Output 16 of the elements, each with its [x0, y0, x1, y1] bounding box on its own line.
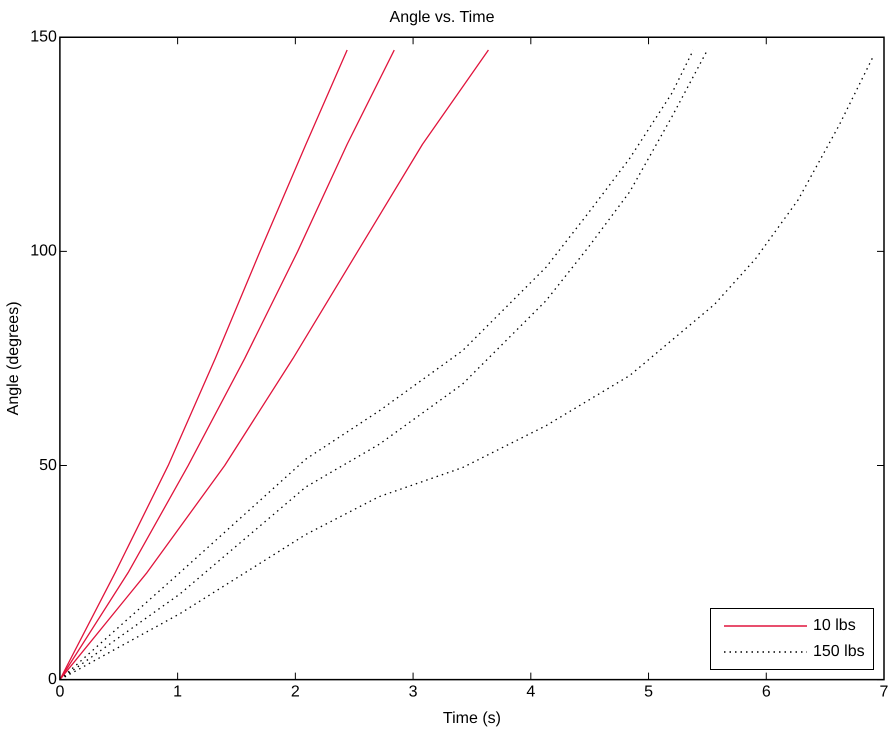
text: 150 lbs — [813, 642, 865, 661]
y-axis-title: Angle (degrees) — [5, 301, 22, 416]
x-tick-label: 6 — [762, 684, 771, 701]
x-tick-label: 5 — [644, 684, 654, 701]
text: 10 lbs — [813, 616, 856, 635]
x-tick-label: 4 — [526, 684, 536, 701]
chart-title: Angle vs. Time — [390, 9, 495, 26]
y-tick-label: 0 — [48, 671, 57, 688]
x-axis-title: Time (s) — [442, 710, 501, 727]
y-tick-label: 150 — [30, 28, 57, 46]
y-tick-label: 100 — [30, 242, 57, 260]
x-tick-label: 2 — [290, 684, 300, 701]
x-tick-label: 3 — [408, 684, 418, 701]
x-tick-label: 7 — [880, 684, 889, 701]
x-tick-label: 1 — [173, 684, 182, 701]
y-tick-label: 50 — [39, 456, 57, 474]
